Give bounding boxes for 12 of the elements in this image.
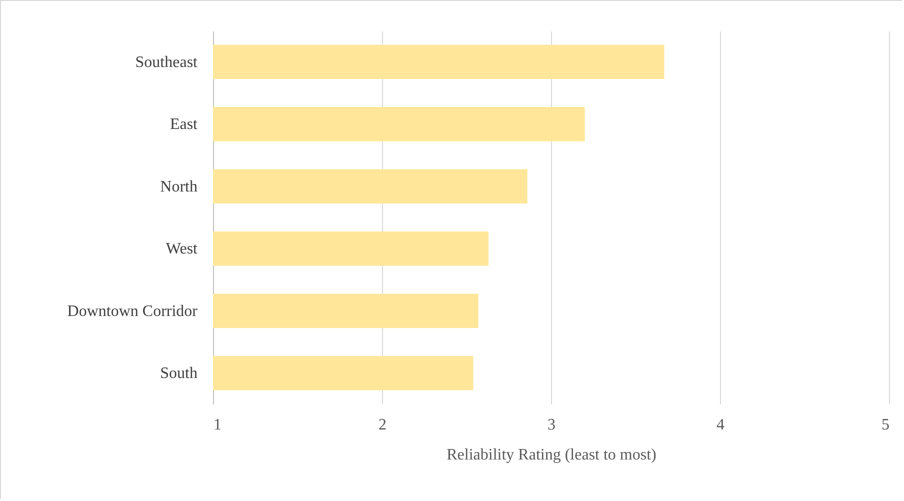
x-tick-label: 1 bbox=[214, 416, 222, 434]
y-tick-label: North bbox=[160, 178, 198, 196]
x-tick-label: 4 bbox=[716, 416, 724, 434]
x-tick-label: 2 bbox=[378, 416, 386, 434]
x-tick-label: 3 bbox=[548, 416, 556, 434]
y-tick-label: East bbox=[170, 116, 198, 134]
x-axis-title: Reliability Rating (least to most) bbox=[446, 446, 656, 464]
y-tick-label: Southeast bbox=[135, 54, 198, 71]
y-tick-label: South bbox=[160, 365, 198, 382]
y-tick-label: Downtown Corridor bbox=[67, 302, 198, 320]
x-tick-label: 5 bbox=[882, 416, 890, 434]
y-tick-label: West bbox=[166, 240, 198, 258]
